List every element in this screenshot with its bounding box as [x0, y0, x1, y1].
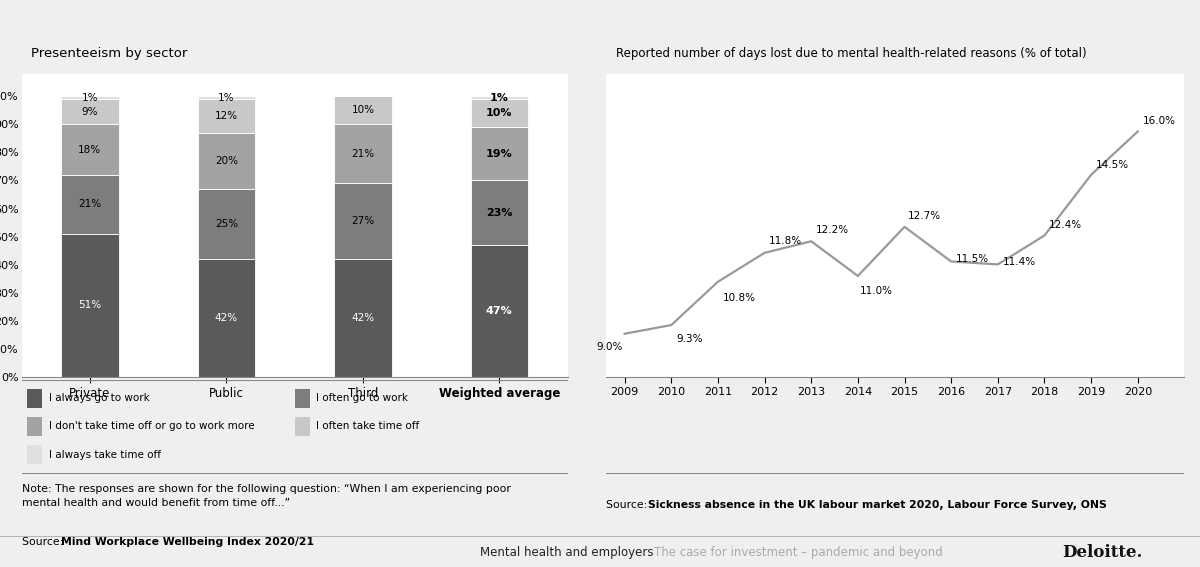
- Text: Source:: Source:: [22, 537, 66, 547]
- Text: 11.4%: 11.4%: [1002, 257, 1036, 266]
- Bar: [334, 96, 391, 124]
- Bar: [295, 389, 310, 408]
- Bar: [470, 96, 528, 99]
- Text: 42%: 42%: [352, 313, 374, 323]
- Text: 12%: 12%: [215, 111, 238, 121]
- Text: 27%: 27%: [352, 216, 374, 226]
- Bar: [198, 133, 256, 189]
- Text: I often go to work: I often go to work: [317, 393, 408, 403]
- Bar: [28, 389, 42, 408]
- Bar: [295, 417, 310, 436]
- Text: 9%: 9%: [82, 107, 98, 117]
- Text: 9.3%: 9.3%: [676, 334, 702, 344]
- Text: Deloitte.: Deloitte.: [1062, 544, 1142, 561]
- Text: 10.8%: 10.8%: [722, 293, 756, 303]
- Bar: [334, 259, 391, 377]
- Text: 18%: 18%: [78, 145, 102, 155]
- Text: 1%: 1%: [218, 92, 235, 103]
- Text: 42%: 42%: [215, 313, 238, 323]
- Text: 12.4%: 12.4%: [1049, 221, 1082, 230]
- Text: Mind Workplace Wellbeing Index 2020/21: Mind Workplace Wellbeing Index 2020/21: [61, 537, 314, 547]
- Text: I don't take time off or go to work more: I don't take time off or go to work more: [49, 421, 254, 431]
- Text: Reported number of days lost due to mental health-related reasons (% of total): Reported number of days lost due to ment…: [617, 47, 1087, 60]
- Text: 1%: 1%: [490, 92, 509, 103]
- Bar: [61, 175, 119, 234]
- Bar: [28, 445, 42, 464]
- Text: 14.5%: 14.5%: [1096, 160, 1129, 171]
- Bar: [198, 96, 256, 99]
- Text: 11.8%: 11.8%: [769, 236, 803, 247]
- Text: 1%: 1%: [82, 92, 98, 103]
- Text: Source:: Source:: [606, 500, 650, 510]
- Text: 51%: 51%: [78, 301, 102, 310]
- Text: 10%: 10%: [352, 105, 374, 115]
- Text: 16.0%: 16.0%: [1142, 116, 1176, 126]
- Bar: [334, 183, 391, 259]
- Text: I often take time off: I often take time off: [317, 421, 420, 431]
- Bar: [470, 99, 528, 127]
- Bar: [198, 189, 256, 259]
- Text: 11.5%: 11.5%: [956, 254, 989, 264]
- Text: 11.0%: 11.0%: [860, 286, 893, 295]
- Bar: [198, 259, 256, 377]
- Bar: [61, 124, 119, 175]
- Text: 9.0%: 9.0%: [596, 342, 623, 353]
- Text: 20%: 20%: [215, 156, 238, 166]
- Text: Note: The responses are shown for the following question: “When I am experiencin: Note: The responses are shown for the fo…: [22, 484, 510, 508]
- Text: 12.7%: 12.7%: [908, 211, 941, 221]
- Bar: [61, 234, 119, 377]
- Bar: [470, 127, 528, 180]
- Text: I always take time off: I always take time off: [49, 450, 161, 460]
- Bar: [334, 124, 391, 183]
- Text: Mental health and employers: Mental health and employers: [480, 547, 654, 560]
- Bar: [28, 417, 42, 436]
- Text: I always go to work: I always go to work: [49, 393, 150, 403]
- Bar: [470, 180, 528, 245]
- Text: 47%: 47%: [486, 306, 512, 316]
- Text: Sickness absence in the UK labour market 2020, Labour Force Survey, ONS: Sickness absence in the UK labour market…: [648, 500, 1106, 510]
- Bar: [470, 245, 528, 377]
- Bar: [61, 96, 119, 99]
- Text: 23%: 23%: [486, 208, 512, 218]
- Text: The case for investment – pandemic and beyond: The case for investment – pandemic and b…: [654, 547, 943, 560]
- Text: 19%: 19%: [486, 149, 512, 159]
- Text: 21%: 21%: [78, 200, 102, 209]
- Bar: [198, 99, 256, 133]
- Bar: [61, 99, 119, 124]
- Text: 12.2%: 12.2%: [816, 226, 850, 235]
- Text: 25%: 25%: [215, 219, 238, 229]
- Text: 21%: 21%: [352, 149, 374, 159]
- Text: Presenteeism by sector: Presenteeism by sector: [31, 47, 188, 60]
- Text: 10%: 10%: [486, 108, 512, 118]
